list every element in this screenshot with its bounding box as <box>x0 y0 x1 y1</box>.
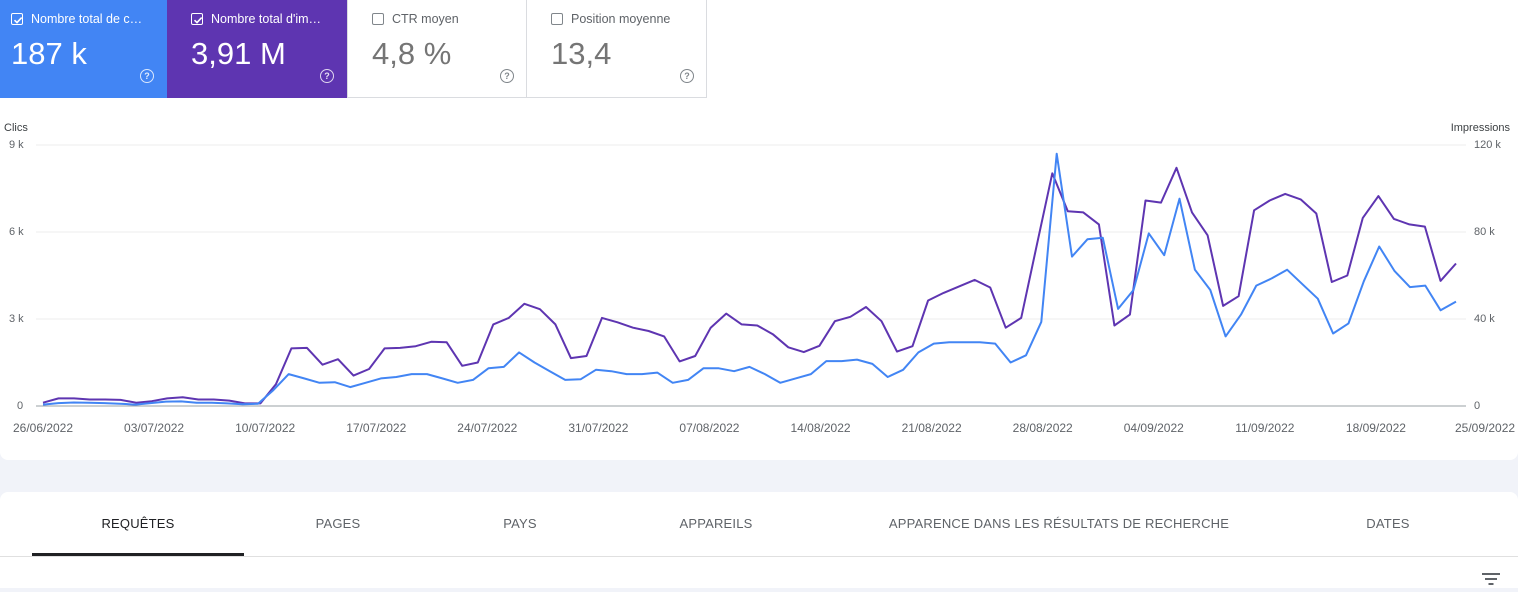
x-tick-label: 24/07/2022 <box>457 421 518 435</box>
left-axis-title: Clics <box>4 122 28 134</box>
y-tick-left: 9 k <box>9 139 24 151</box>
help-circle-icon[interactable]: ? <box>320 69 334 83</box>
x-tick-label: 18/09/2022 <box>1345 421 1406 435</box>
tabs-divider <box>0 556 1518 557</box>
x-tick-label: 25/09/2022 <box>1455 421 1516 435</box>
tab-countries[interactable]: PAYS <box>503 516 537 531</box>
x-tick-label: 17/07/2022 <box>346 421 407 435</box>
right-axis-title: Impressions <box>1450 122 1510 134</box>
metric-value: 13,4 <box>551 36 612 71</box>
chart-series <box>42 152 1457 406</box>
y-tick-left: 0 <box>17 400 24 412</box>
checkbox-icon[interactable] <box>372 13 384 25</box>
metric-position[interactable]: Position moyenne 13,4 ? <box>527 0 707 98</box>
checkbox-icon[interactable] <box>551 13 563 25</box>
metric-total-impressions[interactable]: Nombre total d'im… 3,91 M ? <box>167 0 347 98</box>
metric-label: Nombre total d'im… <box>211 12 322 26</box>
metric-label: Nombre total de c… <box>31 12 143 26</box>
x-tick-label: 31/07/2022 <box>568 421 629 435</box>
x-tick-label: 11/09/2022 <box>1235 421 1295 435</box>
metric-selector: Nombre total de c… 187 k ? Nombre total … <box>0 0 707 98</box>
y-tick-right: 40 k <box>1474 313 1495 325</box>
metric-label: CTR moyen <box>392 12 459 26</box>
performance-line-chart[interactable] <box>0 0 1518 460</box>
metric-label: Position moyenne <box>571 12 671 26</box>
filter-list-icon[interactable] <box>1481 571 1503 587</box>
checkbox-icon[interactable] <box>191 13 203 25</box>
chart-gridlines <box>36 144 1466 407</box>
x-tick-label: 14/08/2022 <box>790 421 851 435</box>
y-tick-right: 120 k <box>1474 139 1501 151</box>
y-tick-left: 6 k <box>9 226 24 238</box>
metric-value: 4,8 % <box>372 36 452 71</box>
tab-pages[interactable]: PAGES <box>315 516 361 531</box>
x-tick-label: 10/07/2022 <box>235 421 296 435</box>
help-circle-icon[interactable]: ? <box>140 69 154 83</box>
metric-total-clicks[interactable]: Nombre total de c… 187 k ? <box>0 0 167 98</box>
series-line-clicks <box>42 152 1457 406</box>
tab-devices[interactable]: APPAREILS <box>679 516 753 531</box>
metric-ctr[interactable]: CTR moyen 4,8 % ? <box>347 0 527 98</box>
tab-search-appearance[interactable]: APPARENCE DANS LES RÉSULTATS DE RECHERCH… <box>888 516 1230 531</box>
y-tick-left: 3 k <box>9 313 24 325</box>
y-tick-right: 80 k <box>1474 226 1495 238</box>
x-tick-label: 04/09/2022 <box>1123 421 1184 435</box>
x-tick-label: 28/08/2022 <box>1012 421 1073 435</box>
help-circle-icon[interactable]: ? <box>500 69 514 83</box>
tab-dates[interactable]: DATES <box>1366 516 1410 531</box>
x-tick-label: 03/07/2022 <box>124 421 185 435</box>
checkbox-icon[interactable] <box>11 13 23 25</box>
x-tick-label: 21/08/2022 <box>901 421 962 435</box>
performance-card: Nombre total de c… 187 k ? Nombre total … <box>0 0 1518 460</box>
dimension-tabs-card: REQUÊTES PAGES PAYS APPAREILS APPARENCE … <box>0 492 1518 588</box>
x-tick-label: 07/08/2022 <box>679 421 740 435</box>
help-circle-icon[interactable]: ? <box>680 69 694 83</box>
metric-value: 3,91 M <box>191 36 286 71</box>
series-line-impressions <box>42 166 1457 405</box>
y-tick-right: 0 <box>1474 400 1481 412</box>
x-tick-label: 26/06/2022 <box>12 421 74 435</box>
metric-value: 187 k <box>11 36 87 71</box>
tab-queries[interactable]: REQUÊTES <box>101 516 175 531</box>
active-tab-indicator <box>32 553 244 556</box>
